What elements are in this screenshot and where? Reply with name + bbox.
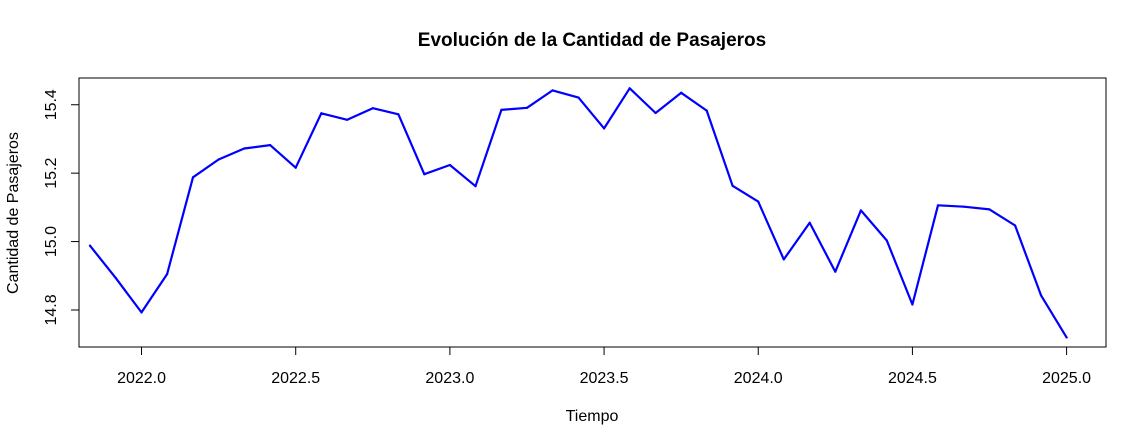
x-tick-label: 2024.5 — [888, 370, 937, 387]
data-point — [217, 158, 220, 161]
data-point — [243, 147, 246, 150]
data-point — [654, 111, 657, 115]
y-axis-label: Cantidad de Pasajeros — [5, 132, 22, 294]
data-point — [448, 163, 451, 167]
data-point — [962, 205, 966, 208]
data-point — [680, 91, 683, 94]
series-points — [88, 87, 1068, 339]
data-point — [88, 244, 92, 247]
data-point — [525, 106, 529, 109]
data-point — [371, 107, 374, 110]
data-point — [808, 221, 811, 224]
data-point — [397, 113, 400, 116]
y-axis: 14.8 15.0 15.2 15.4 — [43, 89, 79, 326]
data-point — [757, 200, 760, 203]
y-tick-label: 15.0 — [43, 226, 60, 257]
plot-frame — [78, 77, 1107, 348]
y-tick-label: 15.4 — [43, 89, 60, 120]
data-point — [551, 89, 554, 92]
data-point — [988, 208, 991, 211]
data-point — [1065, 336, 1068, 339]
data-point — [474, 185, 477, 188]
data-point — [1013, 224, 1017, 227]
x-axis: 2022.0 2022.5 2023.0 2023.5 2024.0 2024.5 2025… — [117, 346, 1091, 387]
data-point — [114, 277, 118, 280]
data-point — [191, 176, 195, 179]
data-point — [166, 272, 169, 276]
data-point — [269, 144, 272, 147]
y-tick-label: 14.8 — [43, 294, 60, 325]
data-point — [936, 204, 940, 207]
chart-title: Evolución de la Cantidad de Pasajeros — [418, 30, 766, 51]
data-point — [628, 87, 631, 90]
data-point — [294, 166, 297, 169]
data-point — [885, 239, 888, 242]
data-point — [577, 96, 580, 99]
data-point — [346, 118, 349, 121]
data-point — [500, 108, 503, 111]
x-tick-label: 2024.0 — [734, 370, 783, 387]
data-point — [1039, 294, 1043, 297]
data-point — [782, 258, 785, 261]
data-point — [911, 303, 914, 306]
data-point — [423, 173, 426, 176]
data-point — [834, 270, 837, 273]
data-point — [705, 109, 708, 112]
x-axis-label: Tiempo — [566, 408, 619, 425]
data-point — [602, 127, 606, 130]
data-point — [140, 311, 143, 314]
y-tick-label: 15.2 — [43, 157, 60, 188]
x-tick-label: 2025.0 — [1042, 370, 1091, 387]
x-tick-label: 2022.5 — [271, 370, 320, 387]
x-tick-label: 2023.5 — [580, 370, 629, 387]
data-point — [320, 112, 323, 115]
data-point — [731, 184, 734, 187]
x-tick-label: 2022.0 — [117, 370, 166, 387]
x-tick-label: 2023.0 — [425, 370, 474, 387]
data-point — [859, 209, 863, 212]
series-line — [88, 87, 1068, 339]
